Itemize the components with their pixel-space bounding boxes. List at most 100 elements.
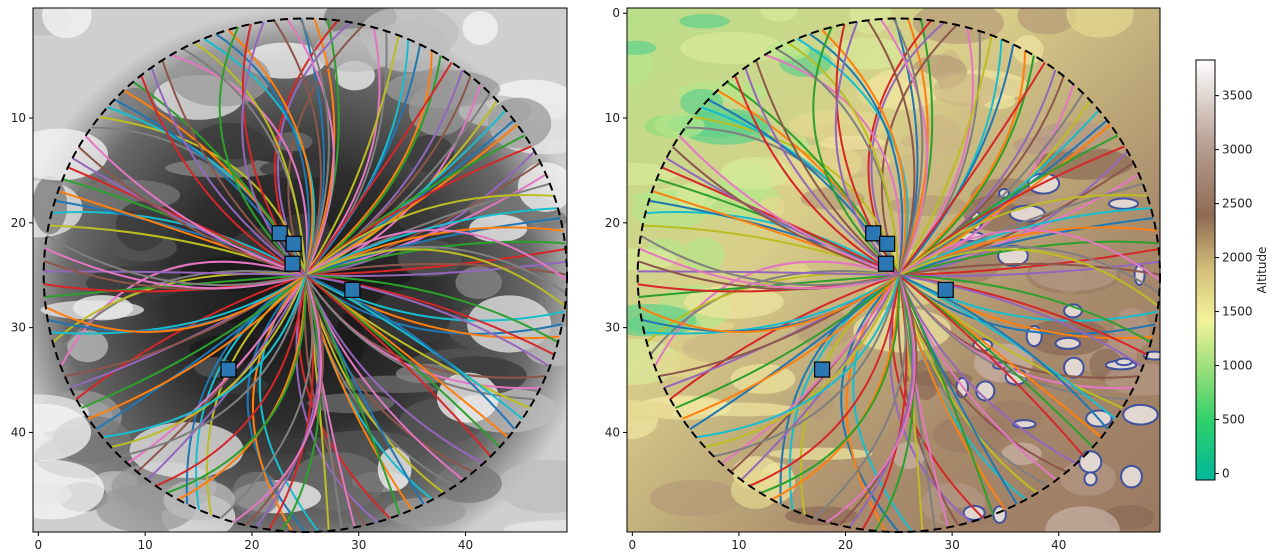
x-tick-label: 30 [351,538,366,552]
path-line [764,53,902,276]
colorbar-tick-label: 500 [1222,413,1245,427]
path-line [812,26,900,276]
colorbar-tick-label: 1500 [1222,305,1253,319]
marker-square-4 [220,361,237,378]
peak-contour [962,504,986,521]
path-line [892,18,924,276]
terrain-patch [504,520,567,532]
path-line [305,240,566,277]
path-line [273,19,322,276]
path-line [304,75,472,277]
path-line [840,274,900,532]
terrain-patch [720,157,791,190]
left-panel: 0 10 20 30 40 10 20 30 40 [11,7,568,552]
terrain-patch [384,497,466,527]
path-line [897,274,1128,401]
x-tick-label: 10 [731,538,746,552]
path-line [304,274,484,465]
path-line [704,274,900,449]
terrain-patch [680,88,724,117]
terrain-patch [462,10,499,45]
path-line [898,240,1159,277]
path-line [304,274,492,458]
path-line [861,275,908,531]
path-line [304,207,558,277]
x-tick-label: 40 [1051,538,1066,552]
terrain-patch [681,332,776,365]
path-line [826,274,916,523]
terrain-patch [627,40,657,55]
path-line [246,274,307,532]
path-line [177,275,307,501]
path-line [749,275,900,487]
y-tick-label: 20 [605,216,620,230]
path-line [305,274,551,368]
marker-square-2 [284,255,301,272]
path-line [232,274,323,523]
path-line [304,274,535,401]
x-tick-label: 10 [137,538,152,552]
path-line [193,41,307,276]
colorbar-label: Altitude [1255,247,1269,294]
path-line [84,135,306,277]
path-line [779,274,900,505]
path-line [681,274,900,420]
x-tick-label: 0 [629,538,637,552]
colorbar-tick-label: 2500 [1222,197,1253,211]
terrain-patch [523,325,567,367]
path-line [304,194,555,277]
y-tick-label: 40 [11,425,26,439]
path-line [834,21,900,276]
path-line [898,217,1154,277]
terrain-patch [800,187,865,210]
x-tick-label: 0 [35,538,43,552]
y-tick-label: 20 [11,216,26,230]
terrain-patch [683,285,784,319]
y-tick-label: 40 [605,425,620,439]
path-line [299,18,330,276]
path-line [898,274,1144,368]
terrain-patch [33,482,72,506]
path-line [304,274,401,516]
path-line [241,21,307,276]
path-line [110,274,307,449]
path-line [304,35,400,276]
marker-square-0 [271,225,288,242]
axes-frame [32,7,568,533]
x-tick-label: 20 [838,538,853,552]
x-tick-label: 30 [944,538,959,552]
colorbar-tick-label: 3500 [1222,89,1253,103]
path-line [674,274,900,409]
terrain-patch [760,8,798,22]
path-line [813,275,907,519]
path-line [150,67,306,277]
path-line [268,275,314,531]
terrain-patch [455,266,502,300]
path-line [796,37,909,276]
marker-square-0 [865,225,882,242]
path-line [640,234,900,287]
path-line [227,29,314,276]
path-line [155,275,307,487]
marker-square-3 [344,281,361,299]
path-line [218,26,307,276]
path-line [898,207,1151,277]
terrain-patch [259,159,338,179]
path-line [161,59,306,277]
path-line [845,274,900,532]
path-line [639,274,900,333]
marker-square-1 [879,235,896,252]
path-line [304,274,563,335]
path-line [897,35,993,276]
path-line [185,274,306,505]
path-line [866,19,916,276]
path-line [898,61,1046,276]
path-line [671,146,900,277]
path-line [898,260,1160,278]
path-line [897,274,994,516]
path-line [80,274,306,409]
path-line [45,274,306,333]
marker-square-2 [877,255,895,272]
path-line [898,274,1085,458]
